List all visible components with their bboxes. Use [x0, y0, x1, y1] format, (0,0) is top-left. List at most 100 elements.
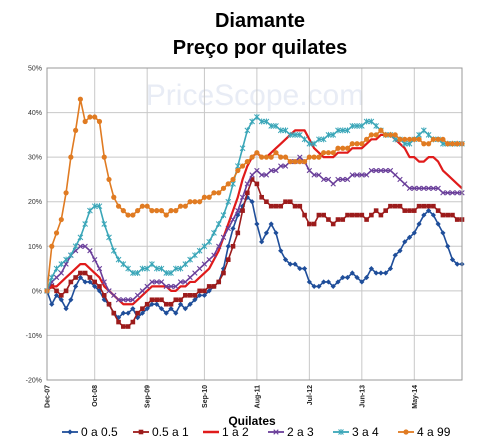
data-point [388, 203, 393, 209]
data-point [445, 141, 451, 147]
data-point [59, 293, 64, 298]
data-point [182, 261, 189, 268]
data-point [120, 310, 126, 316]
data-point [130, 297, 136, 303]
data-point [402, 181, 408, 187]
data-point [58, 216, 64, 223]
data-point [77, 234, 84, 241]
data-point [373, 270, 379, 276]
data-point [454, 190, 460, 196]
data-point [340, 176, 346, 183]
data-point [149, 261, 155, 268]
data-point [68, 297, 74, 303]
y-tick-label: 20% [28, 199, 42, 206]
data-point [268, 122, 275, 129]
data-point [120, 297, 127, 303]
data-point [325, 176, 332, 183]
data-point [230, 176, 236, 183]
data-point [259, 154, 265, 160]
y-tick-label: 10% [28, 244, 42, 251]
data-point [96, 288, 103, 294]
data-point [363, 274, 370, 281]
data-point [411, 230, 417, 236]
data-point [254, 150, 260, 156]
data-point [211, 190, 217, 196]
legend-label: 2 a 3 [287, 425, 314, 439]
data-point [431, 203, 436, 209]
data-point [392, 172, 398, 178]
data-point [163, 301, 169, 307]
data-point [330, 283, 336, 289]
data-point [154, 301, 160, 307]
data-point [368, 132, 374, 138]
data-point [420, 127, 427, 134]
data-point [278, 248, 284, 254]
data-point [101, 221, 108, 227]
data-point [282, 127, 289, 134]
data-point [283, 199, 288, 205]
data-point [149, 208, 155, 214]
data-point [416, 185, 422, 192]
data-point [91, 203, 98, 210]
data-point [168, 270, 174, 277]
data-point [244, 159, 250, 165]
data-point [172, 265, 179, 272]
data-point [182, 306, 188, 312]
data-point [392, 252, 398, 258]
data-point [249, 199, 255, 205]
data-point [383, 208, 388, 213]
data-point [158, 279, 165, 285]
data-point [230, 243, 236, 249]
data-point [369, 212, 374, 218]
data-point [321, 212, 326, 218]
data-point [121, 324, 126, 329]
legend-item: 2 a 3 [268, 425, 314, 439]
data-point [244, 181, 251, 187]
data-point [416, 136, 422, 142]
legend-label: 0.5 a 1 [152, 425, 189, 439]
data-point [106, 288, 112, 294]
data-point [273, 230, 279, 236]
data-point [268, 203, 274, 209]
data-point [125, 310, 131, 316]
data-point [259, 194, 264, 200]
y-tick-label: 0% [32, 288, 42, 295]
data-point [73, 275, 78, 280]
data-point [359, 212, 365, 218]
data-point [187, 274, 193, 281]
data-point [425, 131, 432, 138]
data-point [292, 131, 298, 138]
data-point [96, 265, 103, 272]
data-point [392, 132, 398, 138]
data-point [72, 243, 79, 250]
data-point [68, 154, 74, 160]
data-point [264, 199, 269, 205]
x-tick-label: Jun-13 [359, 385, 366, 408]
data-point [230, 216, 236, 223]
data-point [92, 256, 98, 263]
data-point [201, 194, 208, 200]
series-line [46, 178, 462, 328]
data-point [354, 212, 360, 218]
data-point [340, 217, 346, 222]
data-point [378, 270, 384, 276]
data-point [239, 145, 246, 152]
data-point [297, 159, 303, 165]
data-point [225, 243, 231, 249]
data-point [311, 172, 317, 178]
data-point [282, 163, 289, 169]
data-point [182, 203, 188, 209]
series-line [46, 196, 462, 319]
data-point [87, 207, 93, 214]
data-point [154, 208, 160, 214]
data-point [73, 283, 79, 289]
data-point [168, 208, 174, 214]
data-point [77, 243, 84, 249]
data-point [211, 229, 217, 236]
data-point [316, 283, 322, 289]
series-line [46, 98, 462, 291]
data-point [382, 167, 389, 174]
data-point [425, 185, 432, 192]
data-point [154, 297, 160, 303]
